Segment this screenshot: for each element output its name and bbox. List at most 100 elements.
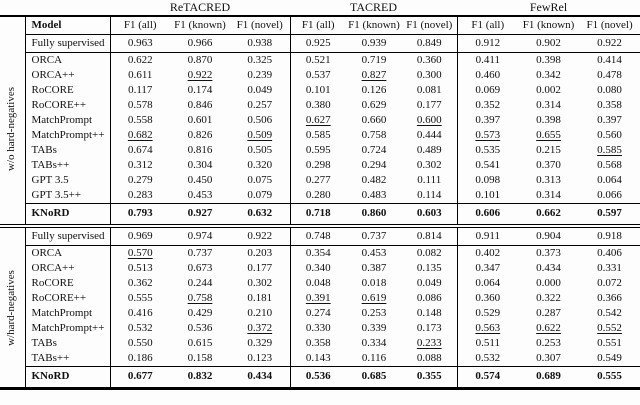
value-cell: 0.966 xyxy=(170,34,230,53)
value-cell: 0.079 xyxy=(230,188,291,204)
value-cell: 0.372 xyxy=(230,321,291,336)
value-cell: 0.081 xyxy=(402,83,458,98)
table-row-rocore-: RoCORE++ 0.555 0.758 0.181 0.391 0.619 0.086 0.… xyxy=(0,291,640,306)
model-name-cell: TABs xyxy=(25,336,111,351)
value-cell: 0.244 xyxy=(187,276,213,289)
value-cell: 0.298 xyxy=(305,158,331,171)
model-name-cell: MatchPrompt xyxy=(25,306,111,321)
value-cell: 0.294 xyxy=(361,158,387,171)
model-name-cell: MatchPrompt++ xyxy=(25,321,111,336)
value-cell: 0.101 xyxy=(475,188,501,201)
table-row-gpt-3-5-: GPT 3.5++ 0.283 0.453 0.079 0.280 0.483 0.114 0… xyxy=(0,188,640,204)
value-cell: 0.912 xyxy=(457,34,519,53)
col-header-f1-known: F1 (known) xyxy=(518,16,580,35)
value-cell: 0.174 xyxy=(187,83,213,96)
value-cell: 0.314 xyxy=(536,98,561,111)
model-name-cell: GPT 3.5++ xyxy=(25,188,111,204)
value-cell: 0.352 xyxy=(475,98,501,111)
value-cell: 0.434 xyxy=(230,366,291,390)
model-name-cell: TABs++ xyxy=(25,158,111,173)
model-name-cell: ORCA xyxy=(25,52,111,68)
table-row-orca: ORCA 0.570 0.737 0.203 0.354 0.453 0.082 0.402 0… xyxy=(0,245,640,261)
table-row-knord: KNoRD 0.677 0.832 0.434 0.536 0.685 0.355 0.574… xyxy=(0,366,640,390)
value-cell: 0.509 xyxy=(230,128,291,143)
value-cell: 0.748 xyxy=(290,224,346,246)
value-cell: 0.574 xyxy=(457,366,519,390)
value-cell: 0.366 xyxy=(597,291,622,304)
value-cell: 0.826 xyxy=(187,128,213,141)
value-cell: 0.511 xyxy=(475,336,500,349)
value-cell: 0.560 xyxy=(597,128,622,141)
section-label: w/o hard-negatives xyxy=(0,34,26,226)
value-cell: 0.066 xyxy=(597,188,622,201)
value-cell: 0.793 xyxy=(110,203,170,226)
value-cell: 0.322 xyxy=(536,291,561,304)
value-cell: 0.603 xyxy=(402,203,458,226)
value-cell: 0.406 xyxy=(597,246,622,259)
value-cell: 0.922 xyxy=(187,68,213,81)
col-header-f1-all: F1 (all) xyxy=(457,16,519,35)
table-row-orca: ORCA 0.622 0.870 0.325 0.521 0.719 0.360 0.411 0… xyxy=(0,52,640,68)
value-cell: 0.963 xyxy=(110,34,170,53)
value-cell: 0.314 xyxy=(536,188,561,201)
value-cell: 0.816 xyxy=(187,143,213,156)
value-cell: 0.360 xyxy=(402,52,458,68)
value-cell: 0.342 xyxy=(536,68,561,81)
value-cell: 0.330 xyxy=(305,321,331,334)
value-cell: 0.329 xyxy=(230,336,291,351)
value-cell: 0.402 xyxy=(475,246,501,259)
value-cell: 0.280 xyxy=(305,188,331,201)
model-name-cell: ORCA++ xyxy=(25,261,111,276)
value-cell: 0.578 xyxy=(127,98,153,111)
value-cell: 0.177 xyxy=(230,261,291,276)
section-with-hard-negatives: w/hard-negatives Fully supervised 0.969 0.9… xyxy=(0,224,640,390)
value-cell: 0.870 xyxy=(187,53,213,66)
value-cell: 0.814 xyxy=(402,224,458,246)
value-cell: 0.339 xyxy=(361,321,387,334)
col-header-f1-known: F1 (known) xyxy=(346,16,402,35)
table-row-fully-supervised: w/o hard-negatives Fully supervised 0.963 0… xyxy=(0,34,640,226)
value-cell: 0.549 xyxy=(597,351,622,364)
value-cell: 0.387 xyxy=(361,261,387,274)
model-name-cell: MatchPrompt xyxy=(25,113,111,128)
value-cell: 0.758 xyxy=(187,291,213,304)
value-cell: 0.360 xyxy=(475,291,501,304)
model-name-cell: KNoRD xyxy=(25,203,111,226)
value-cell: 0.347 xyxy=(475,261,501,274)
value-cell: 0.536 xyxy=(187,321,213,334)
value-cell: 0.000 xyxy=(536,276,561,289)
table-row-tabs: TABs 0.550 0.615 0.329 0.358 0.334 0.233 0.511 0… xyxy=(0,336,640,351)
value-cell: 0.902 xyxy=(518,34,580,53)
value-cell: 0.685 xyxy=(346,366,402,390)
value-cell: 0.049 xyxy=(230,83,291,98)
value-cell: 0.505 xyxy=(230,143,291,158)
value-cell: 0.257 xyxy=(230,98,291,113)
value-cell: 0.489 xyxy=(402,143,458,158)
table-row-rocore-: RoCORE++ 0.578 0.846 0.257 0.380 0.629 0.177 0.… xyxy=(0,98,640,113)
value-cell: 0.313 xyxy=(536,173,561,186)
value-cell: 0.555 xyxy=(127,291,153,304)
model-name-cell: Fully supervised xyxy=(25,34,111,53)
value-cell: 0.370 xyxy=(536,158,561,171)
value-cell: 0.287 xyxy=(536,306,561,319)
value-cell: 0.927 xyxy=(170,203,230,226)
value-cell: 0.483 xyxy=(361,188,387,201)
value-cell: 0.674 xyxy=(127,143,153,156)
model-name-cell: RoCORE xyxy=(25,276,111,291)
value-cell: 0.925 xyxy=(290,34,346,53)
table-row-matchprompt: MatchPrompt 0.558 0.601 0.506 0.627 0.660 0.60… xyxy=(0,113,640,128)
value-cell: 0.585 xyxy=(305,128,331,141)
value-cell: 0.682 xyxy=(127,128,153,141)
value-cell: 0.072 xyxy=(597,276,622,289)
value-cell: 0.444 xyxy=(402,128,458,143)
value-cell: 0.354 xyxy=(305,246,331,259)
value-cell: 0.173 xyxy=(402,321,458,336)
table-row-matchprompt: MatchPrompt 0.416 0.429 0.210 0.274 0.253 0.14… xyxy=(0,306,640,321)
value-cell: 0.274 xyxy=(305,306,331,319)
value-cell: 0.513 xyxy=(127,261,153,274)
value-cell: 0.585 xyxy=(597,143,622,156)
value-cell: 0.158 xyxy=(187,351,213,364)
value-cell: 0.114 xyxy=(402,188,458,204)
value-cell: 0.969 xyxy=(110,224,170,246)
